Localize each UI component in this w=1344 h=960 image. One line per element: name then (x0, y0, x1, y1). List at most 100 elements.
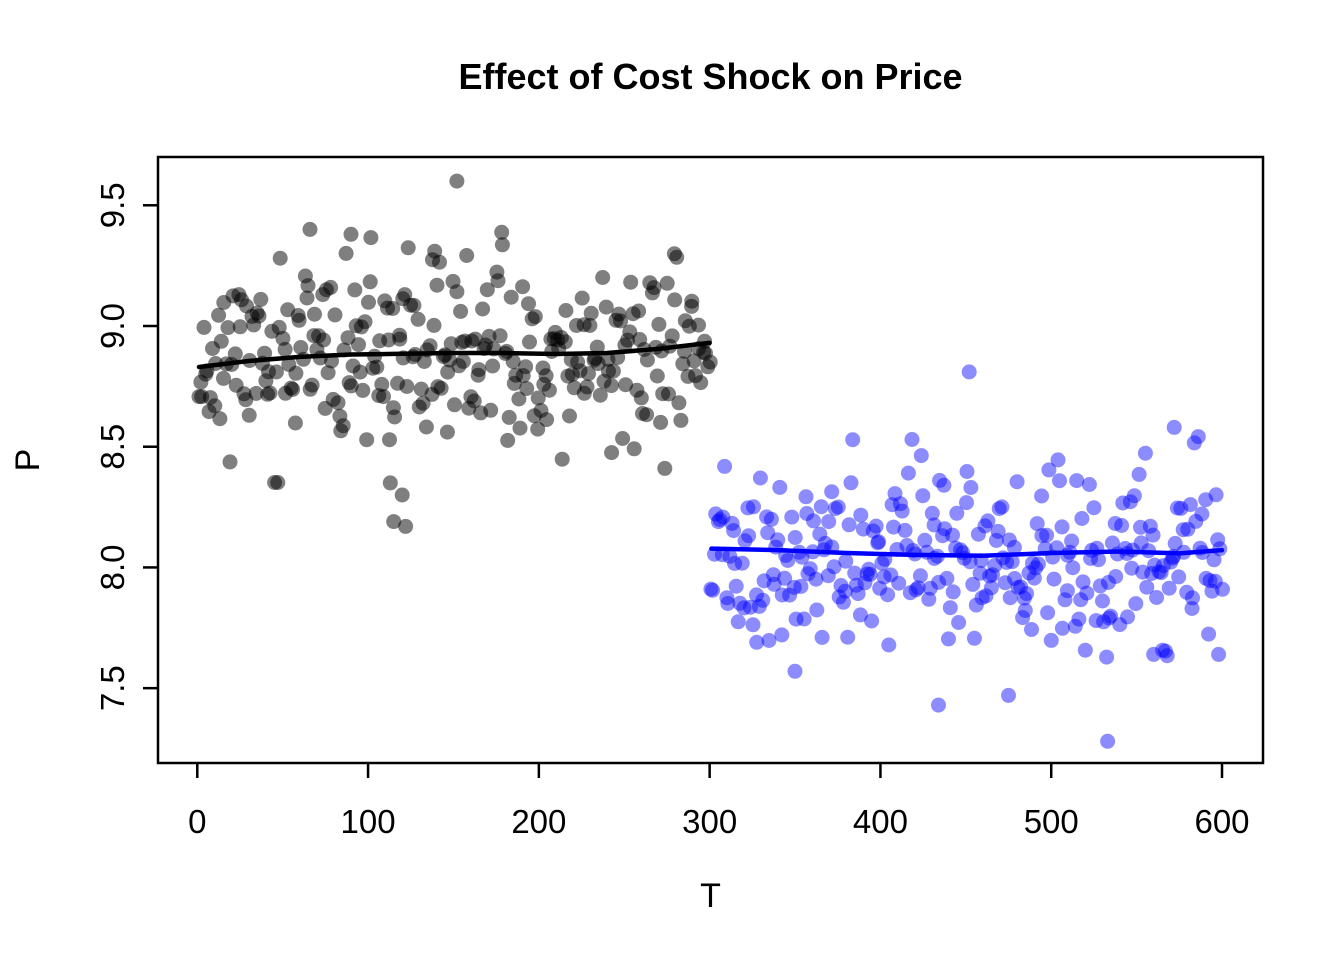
scatter-point (777, 570, 793, 586)
scatter-point (1135, 564, 1151, 580)
scatter-point (382, 475, 398, 491)
scatter-point (447, 397, 462, 413)
scatter-point (772, 479, 788, 495)
scatter-point (1112, 617, 1128, 633)
scatter-point (277, 341, 293, 357)
scatter-point (562, 408, 577, 424)
scatter-point (1100, 575, 1116, 590)
scatter-point (248, 385, 264, 401)
scatter-point (675, 356, 691, 372)
scatter-point (945, 527, 960, 543)
scatter-point (1215, 581, 1230, 597)
scatter-point (661, 386, 676, 402)
scatter-point (1190, 429, 1206, 445)
scatter-point (997, 575, 1013, 591)
scatter-point (673, 412, 689, 428)
scatter-point (827, 501, 843, 517)
scatter-point (1137, 445, 1153, 461)
scatter-point (1059, 583, 1075, 599)
scatter-point (728, 578, 744, 594)
scatter-point (1166, 419, 1182, 435)
x-tick-label: 0 (188, 803, 206, 840)
scatter-point (512, 420, 528, 436)
scatter-point (449, 173, 465, 189)
scatter-point (1075, 574, 1091, 590)
scatter-point (518, 359, 534, 375)
scatter-point (806, 513, 821, 529)
scatter-point (558, 303, 574, 318)
scatter-point (1043, 632, 1059, 648)
scatter-point (1124, 560, 1140, 576)
scatter-point (1211, 646, 1227, 662)
scatter-point (974, 590, 990, 606)
scatter-point (657, 460, 673, 476)
scatter-point (522, 334, 537, 350)
scatter-point (703, 581, 719, 597)
scatter-point (874, 555, 890, 571)
scatter-point (603, 378, 619, 394)
scatter-point (787, 530, 803, 545)
scatter-point (196, 319, 212, 335)
scatter-point (963, 480, 979, 495)
scatter-point (910, 580, 926, 596)
scatter-point (362, 274, 378, 290)
scatter-point (1188, 513, 1204, 529)
scatter-point (671, 395, 687, 411)
scatter-point (830, 499, 846, 515)
scatter-point (257, 345, 273, 361)
scatter-point (862, 566, 878, 582)
scatter-point (1151, 564, 1167, 580)
scatter-point (592, 387, 608, 403)
scatter-point (633, 390, 649, 406)
scatter-point (320, 365, 336, 381)
scatter-point (941, 631, 956, 647)
scatter-point (501, 409, 517, 425)
scatter-point (251, 308, 267, 324)
scatter-point (494, 237, 510, 253)
scatter-point (1081, 477, 1097, 492)
scatter-point (749, 634, 765, 650)
scatter-point (646, 280, 662, 296)
scatter-point (891, 575, 907, 591)
scatter-point (949, 505, 965, 521)
scatter-point (440, 364, 456, 380)
scatter-point (987, 558, 1003, 573)
scatter-point (972, 565, 988, 581)
scatter-point (433, 380, 449, 396)
scatter-point (439, 424, 455, 440)
scatter-point (872, 580, 888, 596)
scatter-point (922, 580, 938, 596)
scatter-point (399, 379, 415, 394)
scatter-point (392, 331, 408, 347)
scatter-point (466, 393, 482, 409)
scatter-point (589, 339, 605, 355)
scatter-point (970, 526, 986, 542)
scatter-point (503, 289, 519, 305)
scatter-point (352, 364, 368, 380)
scatter-point (850, 586, 866, 602)
scatter-point (982, 568, 998, 584)
scatter-point (826, 559, 842, 575)
scatter-point (669, 249, 685, 265)
scatter-point (868, 518, 884, 534)
scatter-point (788, 611, 804, 627)
scatter-point (530, 421, 546, 437)
scatter-point (530, 390, 546, 406)
scatter-point (852, 607, 868, 623)
plot-box (156, 155, 1265, 765)
scatter-point (374, 376, 390, 392)
scatter-point (500, 432, 516, 448)
scatter-point (1153, 565, 1169, 581)
scatter-point (1163, 554, 1179, 570)
scatter-point (761, 633, 777, 648)
scatter-point (268, 364, 284, 380)
scatter-point (726, 523, 742, 539)
scatter-point (1004, 554, 1020, 570)
scatter-point (363, 230, 379, 246)
scatter-point (734, 555, 750, 571)
scatter-point (749, 587, 764, 603)
scatter-point (1010, 580, 1026, 595)
scatter-point (784, 509, 800, 525)
scatter-point (840, 629, 856, 645)
scatter-point (913, 448, 929, 464)
